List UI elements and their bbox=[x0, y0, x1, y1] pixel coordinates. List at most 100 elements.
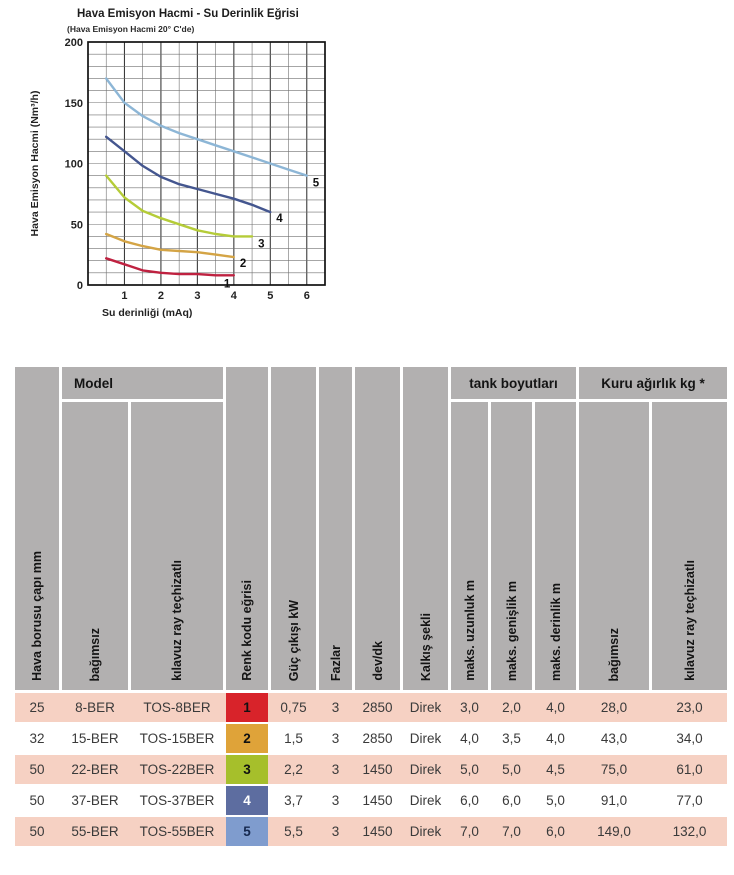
table-row: 25 8-BER TOS-8BER 1 0,75 3 2850 Direk 3,0 2,0 4,0 2… bbox=[15, 693, 727, 722]
table-cell: 50 bbox=[29, 762, 45, 777]
color-code-cell: 4 bbox=[226, 786, 268, 815]
table-cell: 22-BER bbox=[71, 762, 119, 777]
table-cell: 3 bbox=[331, 700, 340, 715]
table-cell: TOS-37BER bbox=[139, 793, 215, 808]
table-cell: 8-BER bbox=[75, 700, 115, 715]
series-line-3 bbox=[105, 174, 254, 238]
table-cell: 132,0 bbox=[672, 824, 707, 839]
table-cell: 5,0 bbox=[460, 762, 479, 777]
table-cell: 3 bbox=[331, 793, 340, 808]
table-row: 50 37-BER TOS-37BER 4 3,7 3 1450 Direk 6,0 6,0 5,0… bbox=[15, 786, 727, 815]
table-cell: 4,0 bbox=[546, 731, 565, 746]
chart-subtitle: (Hava Emisyon Hacmi 20° C'de) bbox=[67, 24, 195, 34]
col-header-bagimsiz: bağımsız bbox=[62, 402, 128, 690]
table-cell: 2850 bbox=[362, 700, 393, 715]
table-cell: 149,0 bbox=[597, 824, 631, 839]
table-cell: 6,0 bbox=[460, 793, 479, 808]
color-code-cell: 5 bbox=[226, 817, 268, 846]
x-tick-label: 5 bbox=[267, 290, 273, 302]
table-cell: Direk bbox=[409, 700, 442, 715]
series-line-5 bbox=[105, 77, 308, 177]
table-cell: 1450 bbox=[362, 762, 393, 777]
y-tick-label: 0 bbox=[77, 280, 83, 292]
table-cell: TOS-55BER bbox=[139, 824, 215, 839]
table-cell: 7,0 bbox=[502, 824, 521, 839]
table-cell: 3 bbox=[331, 824, 340, 839]
col-header-fazlar: Fazlar bbox=[319, 367, 352, 690]
series-label-4: 4 bbox=[276, 213, 283, 225]
table-cell: 3 bbox=[331, 731, 340, 746]
table-cell: 55-BER bbox=[71, 824, 119, 839]
table-cell: 4,0 bbox=[460, 731, 479, 746]
group-header-model: Model bbox=[62, 367, 223, 399]
table-cell: 3,5 bbox=[502, 731, 521, 746]
series-line-1 bbox=[105, 257, 235, 277]
plot-border bbox=[87, 41, 326, 286]
table-cell: TOS-22BER bbox=[139, 762, 215, 777]
table-cell: 43,0 bbox=[600, 731, 628, 746]
color-code-cell: 3 bbox=[226, 755, 268, 784]
y-tick-label: 150 bbox=[65, 98, 83, 110]
table-cell: 2,2 bbox=[284, 762, 303, 777]
table-cell: 32 bbox=[29, 731, 45, 746]
x-tick-label: 3 bbox=[194, 290, 200, 302]
table-cell: 77,0 bbox=[676, 793, 703, 808]
table-cell: 91,0 bbox=[600, 793, 628, 808]
table-cell: 5,0 bbox=[546, 793, 565, 808]
series-line-2 bbox=[105, 232, 235, 259]
table-cell: Direk bbox=[409, 762, 442, 777]
x-tick-label: 6 bbox=[304, 290, 310, 302]
table-cell: 6,0 bbox=[546, 824, 565, 839]
table-row: 50 22-BER TOS-22BER 3 2,2 3 1450 Direk 5,0 5,0 4,5… bbox=[15, 755, 727, 784]
x-tick-label: 4 bbox=[231, 290, 238, 302]
col-header-maks-uzunluk: maks. uzunluk m bbox=[451, 402, 488, 690]
table-cell: 2850 bbox=[362, 731, 393, 746]
table-cell: 50 bbox=[29, 824, 45, 839]
table-cell: Direk bbox=[409, 793, 442, 808]
series-label-5: 5 bbox=[313, 178, 320, 190]
table-cell: 0,75 bbox=[280, 700, 307, 715]
table-cell: 25 bbox=[29, 700, 45, 715]
table-cell: 6,0 bbox=[502, 793, 521, 808]
table-header: Hava borusu çapı mm Model bağımsız kılav… bbox=[15, 367, 727, 690]
col-header-kilavuz-ray: kılavuz ray teçhizatlı bbox=[131, 402, 223, 690]
table-cell: TOS-15BER bbox=[139, 731, 215, 746]
table-cell: 75,0 bbox=[600, 762, 628, 777]
col-header-maks-genislik: maks. genişlik m bbox=[491, 402, 532, 690]
color-code-cell: 1 bbox=[226, 693, 268, 722]
series-line-4 bbox=[105, 135, 272, 214]
col-header-kalkis-sekli: Kalkış şekli bbox=[403, 367, 448, 690]
group-header-kuru-agirlik: Kuru ağırlık kg * bbox=[579, 367, 727, 399]
x-axis-title: Su derinliği (mAq) bbox=[102, 307, 192, 319]
y-tick-label: 200 bbox=[65, 37, 83, 49]
group-header-tank-boyutlari: tank boyutları bbox=[451, 367, 576, 399]
spec-table: Hava borusu çapı mm Model bağımsız kılav… bbox=[15, 367, 727, 846]
table-cell: 34,0 bbox=[676, 731, 703, 746]
series-label-3: 3 bbox=[258, 238, 264, 250]
series-label-1: 1 bbox=[224, 278, 231, 290]
table-cell: 3,7 bbox=[284, 793, 303, 808]
emission-depth-chart: Hava Emisyon Hacmi - Su Derinlik Eğrisi … bbox=[25, 4, 355, 339]
table-cell: Direk bbox=[409, 824, 442, 839]
col-header-guc-cikisi: Güç çıkışı kW bbox=[271, 367, 316, 690]
col-header-maks-derinlik: maks. derinlik m bbox=[535, 402, 576, 690]
table-cell: 1450 bbox=[362, 824, 393, 839]
table-cell: 1450 bbox=[362, 793, 393, 808]
x-tick-label: 2 bbox=[158, 290, 164, 302]
table-cell: 5,0 bbox=[502, 762, 521, 777]
table-cell: 1,5 bbox=[284, 731, 303, 746]
table-row: 32 15-BER TOS-15BER 2 1,5 3 2850 Direk 4,0 3,5 4,0… bbox=[15, 724, 727, 753]
col-header-renk-kodu: Renk kodu eğrisi bbox=[226, 367, 268, 690]
table-cell: 28,0 bbox=[600, 700, 628, 715]
table-cell: 15-BER bbox=[71, 731, 119, 746]
table-cell: 23,0 bbox=[676, 700, 703, 715]
table-cell: 61,0 bbox=[676, 762, 703, 777]
table-cell: TOS-8BER bbox=[143, 700, 211, 715]
y-axis-title: Hava Emisyon Hacmi (Nm³/h) bbox=[29, 91, 41, 237]
table-cell: 2,0 bbox=[502, 700, 521, 715]
table-cell: 3 bbox=[331, 762, 340, 777]
table-cell: 37-BER bbox=[71, 793, 119, 808]
table-cell: 50 bbox=[29, 793, 45, 808]
col-header-dev-dk: dev/dk bbox=[355, 367, 400, 690]
col-header-hava-borusu-capi: Hava borusu çapı mm bbox=[15, 367, 59, 690]
